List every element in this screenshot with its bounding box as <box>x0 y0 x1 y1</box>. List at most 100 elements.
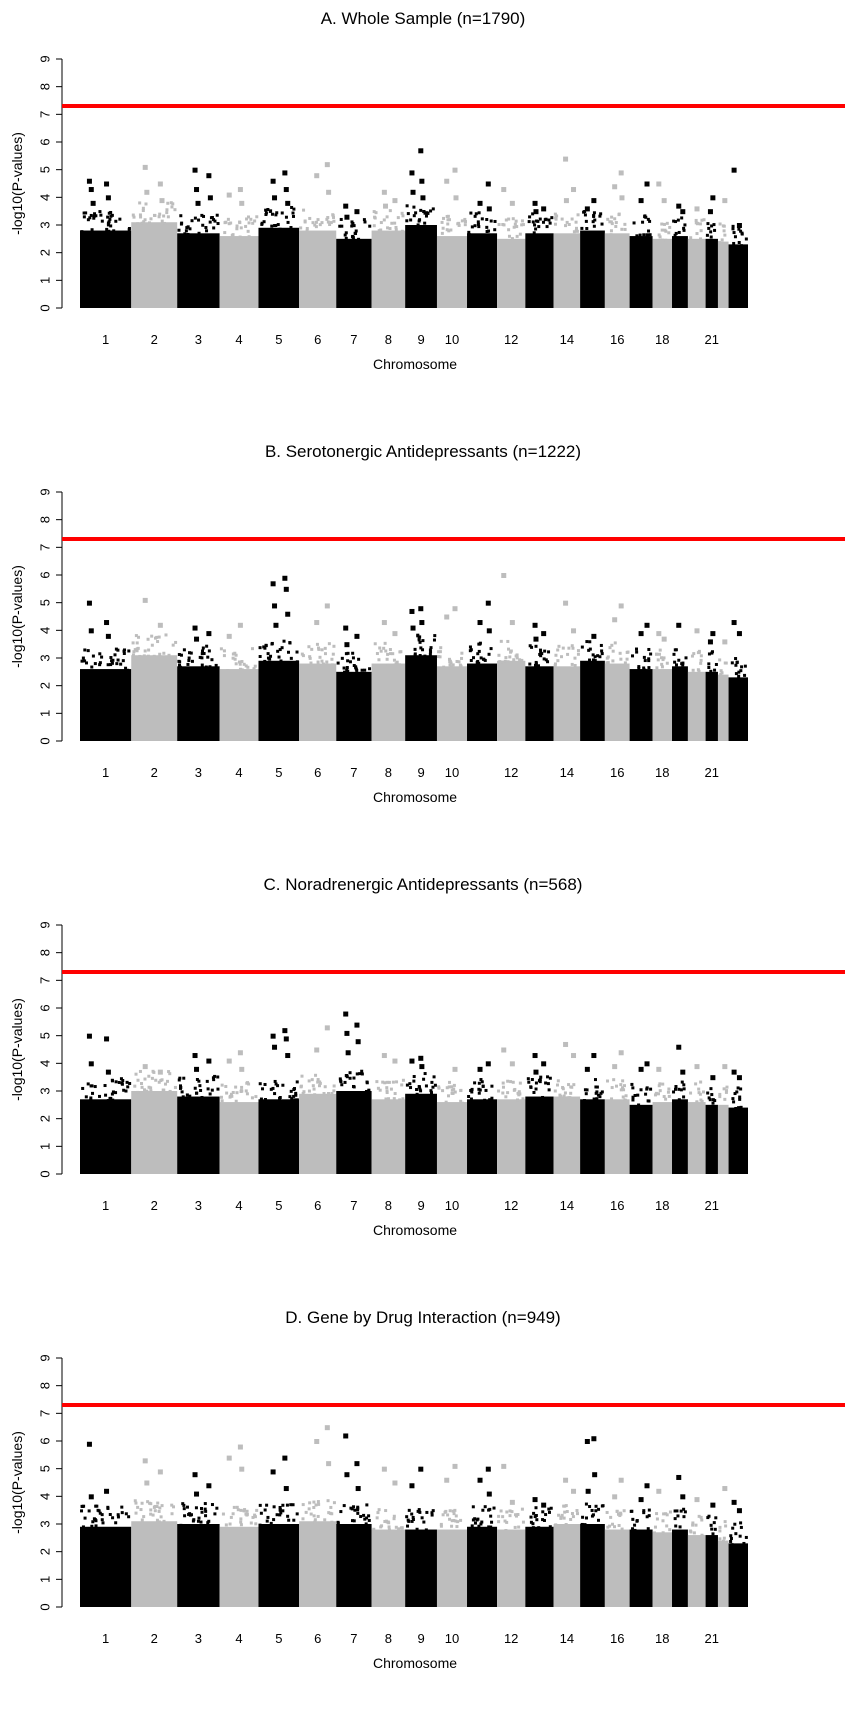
y-tick-label: 3 <box>37 221 52 228</box>
snp-point <box>445 228 449 232</box>
snp-point <box>418 635 422 639</box>
snp-point <box>487 652 491 656</box>
snp-point <box>647 659 651 663</box>
snp-point <box>405 1083 409 1087</box>
snp-point <box>143 1077 147 1081</box>
y-tick-label: 8 <box>37 1382 52 1389</box>
chromosome-17-points <box>629 622 653 741</box>
snp-point <box>544 1081 548 1085</box>
chromosome-20-points <box>687 1064 706 1174</box>
snp-point <box>487 229 491 233</box>
snp-point <box>454 1514 458 1518</box>
snp-point <box>284 215 288 219</box>
snp-point <box>308 655 312 659</box>
snp-bulk <box>705 1104 718 1174</box>
snp-point <box>380 1524 384 1528</box>
snp-point <box>110 1078 114 1082</box>
snp-top-hit <box>105 1069 111 1075</box>
snp-point <box>425 1510 429 1514</box>
snp-point <box>682 226 686 230</box>
snp-bulk <box>672 1529 688 1607</box>
y-tick-label: 3 <box>37 654 52 661</box>
snp-top-hit <box>656 181 662 187</box>
snp-point <box>360 1069 364 1073</box>
snp-point <box>518 1081 522 1085</box>
snp-point <box>291 1503 295 1507</box>
snp-point <box>376 1086 380 1090</box>
snp-point <box>473 224 477 228</box>
snp-point <box>210 1088 214 1092</box>
snp-point <box>373 216 377 220</box>
snp-point <box>207 649 211 653</box>
snp-point <box>353 1508 357 1512</box>
snp-point <box>301 654 305 658</box>
snp-point <box>738 1534 742 1538</box>
snp-top-hit <box>314 1047 320 1053</box>
snp-point <box>734 1106 738 1110</box>
snp-top-hit <box>722 198 728 204</box>
snp-top-hit <box>194 1491 200 1497</box>
snp-point <box>606 1525 610 1529</box>
snp-point <box>707 662 711 666</box>
snp-point <box>193 1086 197 1090</box>
snp-point <box>608 220 612 224</box>
snp-point <box>279 1511 283 1515</box>
snp-top-hit <box>343 203 349 209</box>
snp-point <box>348 660 352 664</box>
snp-point <box>731 227 735 231</box>
snp-point <box>147 1074 151 1078</box>
snp-point <box>563 1091 567 1095</box>
snp-point <box>550 216 554 220</box>
snp-point <box>528 662 532 666</box>
snp-point <box>196 1519 200 1523</box>
snp-point <box>638 233 642 237</box>
snp-top-hit <box>656 631 662 637</box>
snp-point <box>714 662 718 666</box>
snp-point <box>229 1515 233 1519</box>
y-tick-label: 9 <box>37 921 52 928</box>
snp-point <box>447 1085 451 1089</box>
snp-point <box>596 654 600 658</box>
snp-point <box>146 1500 150 1504</box>
snp-point <box>338 1077 342 1081</box>
snp-point <box>363 220 367 224</box>
snp-point <box>711 1101 715 1105</box>
snp-point <box>473 1521 477 1525</box>
snp-point <box>96 1508 100 1512</box>
snp-point <box>299 226 303 230</box>
snp-point <box>689 236 693 240</box>
snp-point <box>375 1516 379 1520</box>
snp-point <box>164 1082 168 1086</box>
snp-point <box>136 1090 140 1094</box>
snp-point <box>239 1523 243 1527</box>
snp-point <box>153 1509 157 1513</box>
snp-point <box>513 222 517 226</box>
snp-point <box>238 235 242 239</box>
snp-point <box>401 1078 405 1082</box>
snp-point <box>418 640 422 644</box>
snp-point <box>479 1078 483 1082</box>
snp-point <box>518 232 522 236</box>
snp-top-hit <box>731 1069 737 1075</box>
y-tick-label: 6 <box>37 1004 52 1011</box>
snp-point <box>527 220 531 224</box>
snp-point <box>377 1508 381 1512</box>
snp-point <box>322 1092 326 1096</box>
snp-point <box>544 658 548 662</box>
snp-point <box>93 212 97 216</box>
snp-point <box>477 1091 481 1095</box>
snp-top-hit <box>237 1444 243 1450</box>
snp-point <box>731 1526 735 1530</box>
snp-bulk <box>467 233 498 308</box>
snp-point <box>623 222 627 226</box>
snp-point <box>449 665 453 669</box>
snp-point <box>198 1084 202 1088</box>
snp-point <box>556 659 560 663</box>
snp-point <box>136 1078 140 1082</box>
snp-point <box>598 1095 602 1099</box>
x-tick-label: 2 <box>151 332 158 347</box>
snp-point <box>632 221 636 225</box>
x-tick-label: 1 <box>102 765 109 780</box>
snp-point <box>513 1525 517 1529</box>
snp-top-hit <box>324 1025 330 1031</box>
